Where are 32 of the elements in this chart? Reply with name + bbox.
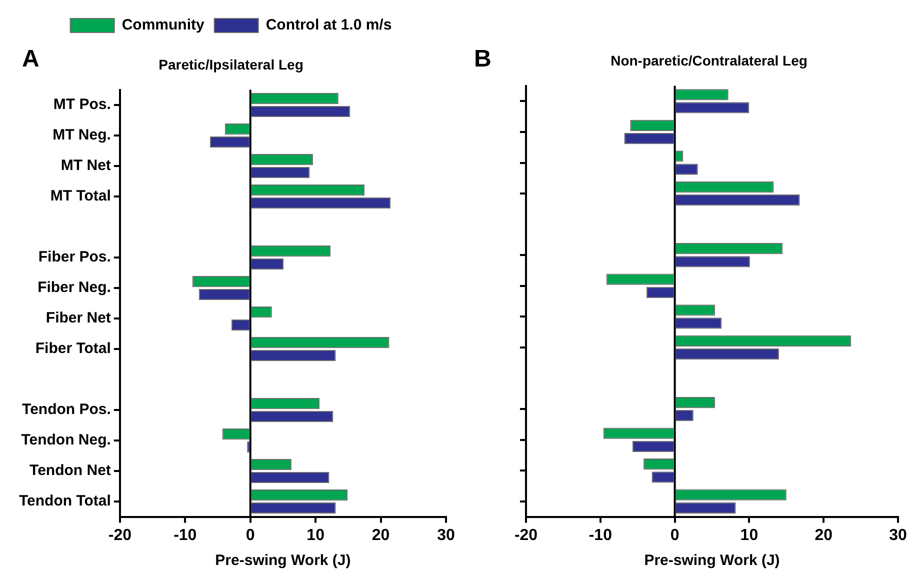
y-tick-label: MT Pos. [53,96,111,114]
y-tick-label: Fiber Neg. [38,279,111,296]
x-tick-label: -10 [588,526,612,544]
y-tick-label: Tendon Net [30,462,111,480]
x-tick-label: 10 [306,526,325,544]
x-tick-label: 0 [246,526,255,544]
x-tick-label: -20 [108,526,132,544]
legend-label: Control at 1.0 m/s [266,16,392,34]
chart-title: Paretic/Ipsilateral Leg [158,56,304,72]
x-tick-label: -10 [174,526,197,544]
text: A [22,46,40,73]
text: B [474,46,492,73]
x-tick-label: 20 [814,526,833,544]
chart-title: Non-paretic/Contralateral Leg [610,52,808,68]
y-tick-label: Tendon Neg. [21,432,111,449]
y-tick-label: Tendon Total [18,492,111,510]
x-axis-title: Pre-swing Work (J) [215,552,351,570]
y-tick-label: Fiber Total [35,340,111,358]
x-tick-label: 30 [889,526,907,544]
y-tick-label: Fiber Net [46,310,111,327]
x-tick-label: 0 [670,526,680,544]
x-axis-title: Pre-swing Work (J) [644,552,780,570]
y-tick-label: MT Neg. [52,126,111,144]
y-tick-label: Fiber Pos. [38,248,111,266]
x-tick-label: 30 [437,526,455,544]
legend-label: Community [122,16,205,34]
x-tick-label: -20 [514,526,538,544]
y-tick-label: MT Total [50,188,111,205]
y-tick-label: MT Net [60,157,111,174]
x-tick-label: 10 [740,526,758,544]
x-tick-label: 20 [372,526,390,544]
y-tick-label: Tendon Pos. [22,401,111,418]
